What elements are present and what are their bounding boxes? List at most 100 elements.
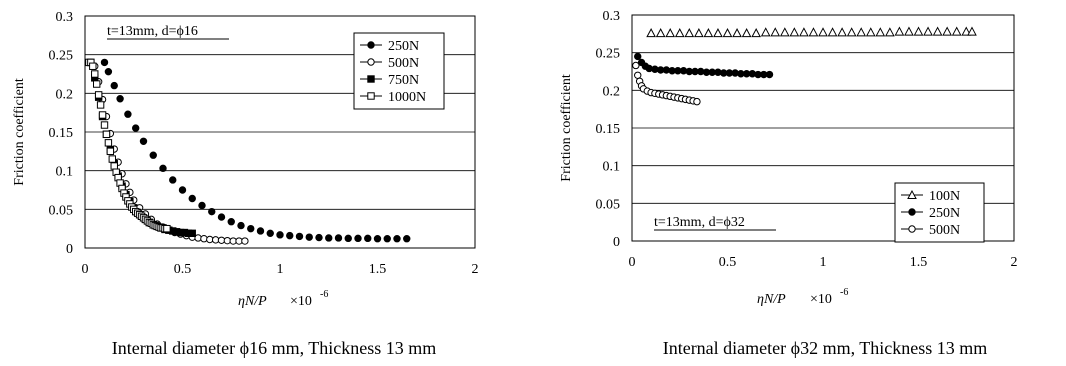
data-point bbox=[96, 101, 105, 109]
data-point bbox=[163, 224, 171, 233]
y-tick-label: 0.25 bbox=[596, 47, 621, 62]
chart-right-annotation-text: t=13mm, d=ϕ32 bbox=[654, 215, 745, 230]
y-tick-label: 0.2 bbox=[603, 84, 621, 99]
legend-label: 250N bbox=[929, 206, 960, 221]
data-point bbox=[227, 218, 235, 226]
x-tick-label: 1.5 bbox=[910, 255, 928, 270]
data-point bbox=[951, 26, 962, 36]
data-point bbox=[91, 70, 99, 78]
y-tick-label: 0.25 bbox=[49, 49, 74, 64]
y-tick-label: 0 bbox=[613, 235, 620, 250]
data-point bbox=[149, 151, 157, 159]
legend-label: 1000N bbox=[388, 90, 426, 105]
data-point bbox=[93, 80, 101, 88]
data-point bbox=[765, 70, 774, 79]
chart-right-ylabel: Friction coefficient bbox=[559, 74, 574, 182]
data-point bbox=[315, 233, 323, 242]
legend-label: 100N bbox=[929, 189, 960, 204]
data-point bbox=[266, 229, 274, 238]
data-point bbox=[198, 201, 206, 210]
y-tick-label: 0.15 bbox=[49, 126, 74, 141]
chart-left-legend: 250N 500N 750N 1000N bbox=[353, 32, 445, 110]
legend-label: 750N bbox=[388, 73, 419, 88]
data-point bbox=[159, 164, 167, 173]
y-tick-label: 0.1 bbox=[56, 165, 74, 180]
data-point bbox=[344, 234, 352, 243]
data-point bbox=[694, 28, 704, 38]
data-point bbox=[178, 186, 187, 194]
y-tick-label: 0.05 bbox=[49, 203, 74, 218]
data-point bbox=[334, 234, 343, 242]
series-500N bbox=[632, 61, 701, 106]
data-point bbox=[110, 81, 118, 90]
data-point bbox=[89, 62, 97, 70]
legend-label: 500N bbox=[388, 56, 419, 71]
data-point bbox=[913, 26, 924, 36]
data-point bbox=[818, 27, 828, 37]
data-point bbox=[393, 235, 401, 243]
series-1000N bbox=[85, 58, 171, 233]
data-point bbox=[846, 27, 857, 37]
legend-marker bbox=[908, 208, 916, 216]
data-point bbox=[741, 28, 752, 38]
x-tick-label: 1 bbox=[820, 255, 827, 270]
data-point bbox=[942, 26, 952, 36]
data-point bbox=[169, 176, 177, 184]
chart-left-ylabel: Friction coefficient bbox=[12, 78, 27, 186]
chart-right: 0 0.05 0.1 0.15 0.2 0.25 0.3 0 0.5 1 1.5 2 Frictio… bbox=[559, 9, 1018, 358]
data-point bbox=[286, 231, 294, 240]
y-tick-label: 0.3 bbox=[56, 10, 74, 25]
chart-left-annotation-text: t=13mm, d=ϕ16 bbox=[107, 24, 198, 39]
x-tick-label: 0.5 bbox=[719, 255, 737, 270]
chart-right-yticks: 0 0.05 0.1 0.15 0.2 0.25 0.3 bbox=[596, 9, 621, 250]
data-point bbox=[217, 213, 226, 221]
data-point bbox=[116, 95, 124, 103]
x-tick-label: 0 bbox=[629, 255, 636, 270]
x-tick-label: 1.5 bbox=[369, 262, 387, 277]
series-100N bbox=[646, 26, 977, 38]
chart-right-xticks: 0 0.5 1 1.5 2 bbox=[629, 255, 1018, 270]
chart-left: 0 0.05 0.1 0.15 0.2 0.25 0.3 0 0.5 1 1.5 2 Frictio… bbox=[12, 10, 479, 358]
data-point bbox=[188, 229, 196, 238]
legend-marker bbox=[367, 92, 375, 100]
data-point bbox=[967, 26, 977, 36]
y-tick-label: 0.15 bbox=[596, 122, 621, 137]
chart-right-gridlines bbox=[632, 14, 1014, 204]
data-point bbox=[837, 27, 847, 37]
data-point bbox=[403, 235, 411, 243]
data-point bbox=[383, 235, 391, 243]
data-point bbox=[305, 233, 313, 241]
data-point bbox=[354, 234, 362, 243]
data-point bbox=[247, 224, 255, 233]
data-point bbox=[98, 111, 107, 119]
data-point bbox=[188, 194, 196, 203]
legend-marker bbox=[367, 75, 375, 83]
chart-left-xticks: 0 0.5 1 1.5 2 bbox=[82, 262, 479, 277]
data-point bbox=[732, 28, 742, 38]
data-point bbox=[208, 207, 216, 216]
x-tick-label: 2 bbox=[1011, 255, 1018, 270]
legend-marker bbox=[367, 41, 375, 49]
data-point bbox=[325, 234, 333, 242]
x-tick-label: 0 bbox=[82, 262, 89, 277]
chart-right-series bbox=[632, 26, 977, 106]
data-point bbox=[632, 61, 640, 70]
x-tick-label: 1 bbox=[277, 262, 284, 277]
data-point bbox=[779, 27, 790, 37]
data-point bbox=[961, 26, 972, 36]
data-point bbox=[634, 52, 642, 61]
legend-marker bbox=[367, 58, 375, 66]
y-tick-label: 0.05 bbox=[596, 197, 621, 212]
y-tick-label: 0.2 bbox=[56, 87, 74, 102]
legend-marker bbox=[908, 225, 916, 233]
chart-left-xlabel-text: ηN/P bbox=[238, 294, 267, 309]
data-point bbox=[94, 91, 103, 99]
data-point bbox=[684, 28, 695, 38]
chart-left-xlabel-multiplier: ×10 bbox=[290, 294, 312, 309]
x-tick-label: 0.5 bbox=[174, 262, 192, 277]
data-point bbox=[132, 124, 140, 132]
data-point bbox=[904, 26, 914, 36]
chart-left-yticks: 0 0.05 0.1 0.15 0.2 0.25 0.3 bbox=[49, 10, 74, 257]
data-point bbox=[102, 130, 111, 139]
data-point bbox=[104, 139, 113, 147]
